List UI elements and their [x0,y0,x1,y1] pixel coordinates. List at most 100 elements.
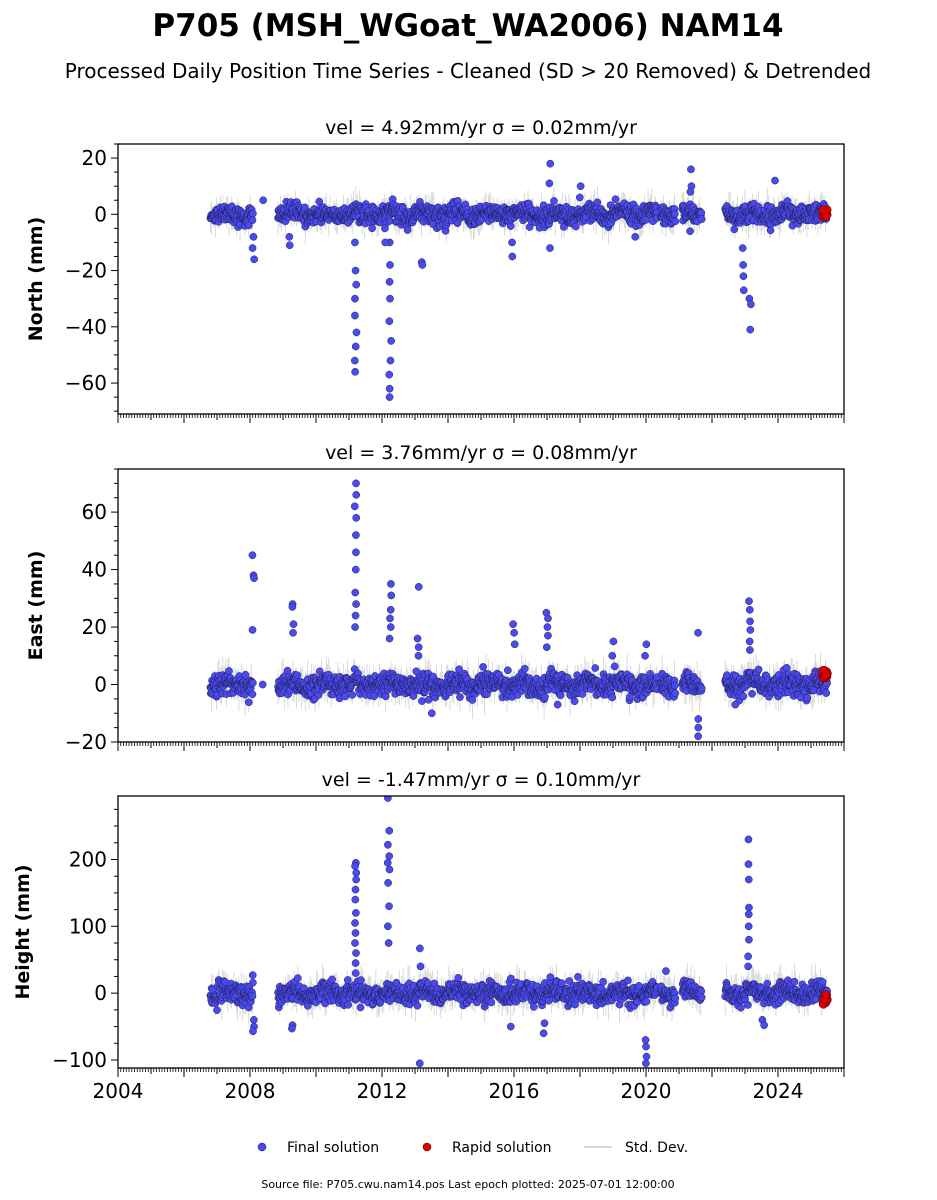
outlier-point [510,640,519,649]
outlier-point [414,643,423,651]
outlier-point [386,356,395,365]
x-axis [117,742,845,751]
x-axis [117,414,845,423]
outlier-point [738,244,747,252]
final-point [754,665,763,674]
outlier-point [543,623,552,631]
final-point [456,693,464,701]
final-point [671,681,679,690]
outlier-point [544,631,552,640]
final-point [822,689,831,697]
outlier-point [352,531,360,539]
outlier-point [385,634,394,643]
final-points [206,796,831,1068]
final-point [293,671,302,680]
final-point [241,670,250,679]
rapid-point [822,669,831,679]
final-point [739,692,748,701]
outlier-point [387,580,395,588]
outlier-point [739,261,747,269]
outlier-point [250,574,258,583]
outlier-point [509,620,517,629]
outlier-point [385,384,394,393]
outlier-point [250,255,259,264]
y-tick-label: −40 [65,315,107,339]
final-point [591,664,600,672]
outlier-point [351,611,360,620]
stddev-lines [209,796,828,1068]
outlier-point [351,238,359,247]
data-points [206,479,832,741]
outlier-point [546,244,554,252]
outlier-point [686,227,694,236]
outlier-point [351,311,359,320]
panel-east: vel = 3.76mm/yr σ = 0.08mm/yr East (mm) 60… [25,442,845,754]
outlier-point [385,370,394,379]
outlier-point [386,261,394,269]
outlier-point [747,300,755,309]
outlier-point [731,700,740,709]
outlier-point [385,277,394,286]
outlier-point [386,605,395,614]
outlier-point [351,266,360,275]
y-tick-label: 0 [94,202,107,226]
outlier-point [351,294,359,303]
y-tick-label: −20 [65,259,107,283]
outlier-point [352,479,360,488]
outlier-point [385,317,394,326]
final-point [697,215,706,223]
final-point [671,689,680,698]
outlier-point [350,502,359,511]
final-point [766,226,775,235]
outlier-point [258,680,267,689]
outlier-point [352,548,360,557]
outlier-point [609,637,618,646]
outlier-point [248,626,257,634]
y-tick-label: 0 [94,673,107,697]
y-tick-label: 20 [82,615,107,639]
final-point [593,198,602,207]
outlier-point [352,280,361,289]
panel-height: vel = -1.47mm/yr σ = 0.10mm/yr Height (mm… [12,769,845,1103]
y-tick-label: −60 [65,371,107,395]
outlier-point [745,597,753,606]
outlier-point [249,232,258,241]
outlier-point [351,367,359,376]
outlier-point [381,224,389,233]
outlier-point [510,628,518,637]
outlier-point [285,232,294,241]
outlier-point [553,700,562,709]
outlier-point [414,582,423,591]
outlier-point [545,179,554,188]
plot-frame [117,143,845,415]
rapid-points [818,205,832,222]
outlier-point [745,605,754,614]
y-tick-label: 60 [82,500,107,524]
outlier-point [694,628,702,637]
outlier-point [746,325,755,334]
final-point [556,691,565,700]
final-point [697,684,706,693]
data-points [206,159,832,402]
final-point [541,693,549,701]
y-axis-label: Height (mm) [12,864,34,999]
final-point [213,1006,221,1014]
panel-title: vel = 4.92mm/yr σ = 0.02mm/yr [325,117,637,139]
final-point [249,209,257,218]
final-point [697,208,706,217]
outlier-point [413,634,422,643]
final-point [671,210,679,218]
final-point [520,664,529,673]
outlier-point [387,337,395,345]
outlier-point [385,393,394,401]
y-axis-label: East (mm) [25,551,47,661]
final-point [455,665,463,674]
final-point [578,690,587,698]
panel-title: vel = -1.47mm/yr σ = 0.10mm/yr [322,769,641,791]
outlier-point [248,551,257,560]
final-point [368,224,376,233]
final-point [572,222,580,231]
outlier-point [248,244,257,252]
outlier-point [542,643,551,651]
final-point [803,694,812,702]
